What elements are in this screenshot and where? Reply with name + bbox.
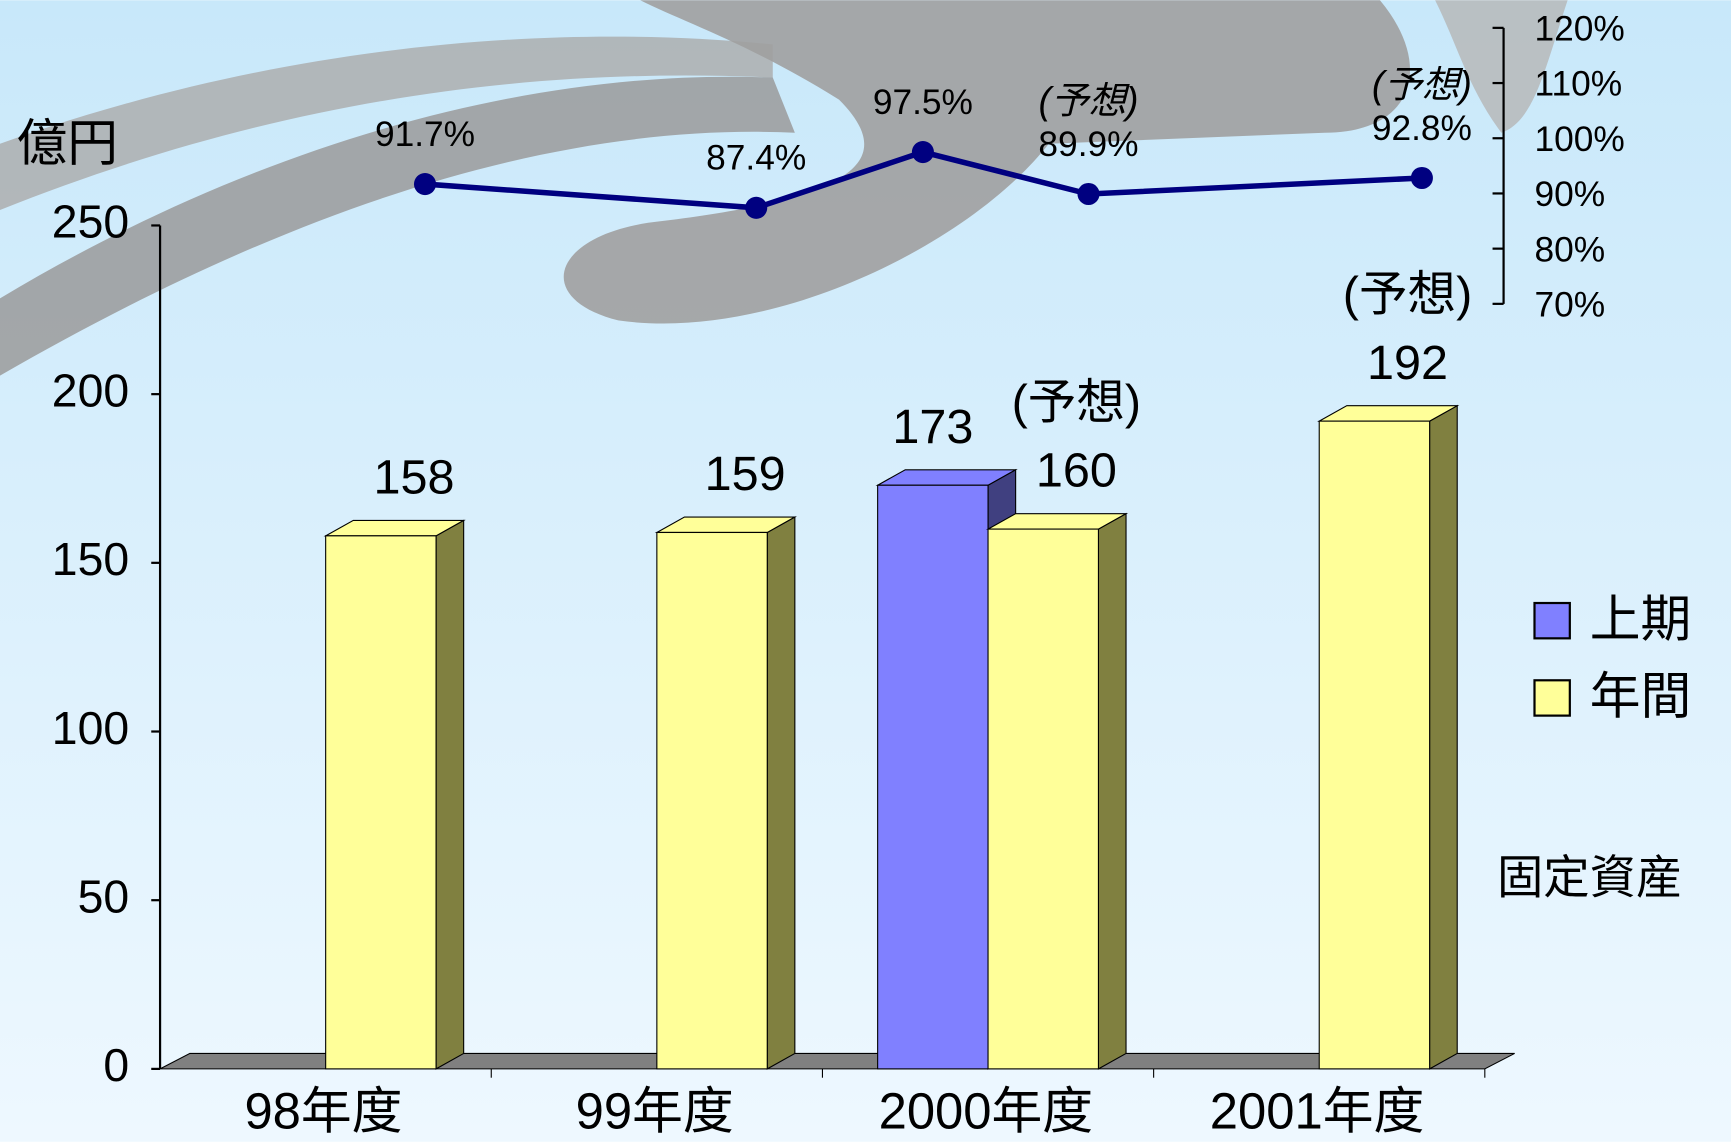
- y2-tick-label: 100%: [1534, 120, 1624, 159]
- bar-value-label: 158: [373, 450, 454, 504]
- x-tick-label: 2001年度: [1210, 1083, 1424, 1140]
- x-tick-label: 99年度: [576, 1083, 734, 1140]
- bar-note: (予想): [1012, 375, 1141, 429]
- bar-side: [1097, 512, 1127, 1070]
- x-tick-label: 2000年度: [879, 1083, 1093, 1140]
- legend-label: 年間: [1590, 668, 1692, 725]
- bar: [656, 531, 768, 1070]
- y-axis-label: 億円: [17, 114, 119, 171]
- y2-tick-label: 90%: [1534, 175, 1605, 214]
- bar-value-label: 159: [705, 447, 786, 501]
- y-tick-label: 150: [52, 533, 129, 585]
- bar: [325, 535, 437, 1070]
- line-value-label: 97.5%: [873, 83, 973, 122]
- y-tick-label: 0: [103, 1039, 129, 1091]
- bar: [1318, 420, 1431, 1070]
- line-value-label: 89.9%: [1038, 125, 1138, 164]
- bar-value-label: 192: [1367, 336, 1448, 390]
- y2-tick-label: 110%: [1534, 65, 1622, 104]
- caption: 固定資産: [1497, 851, 1682, 903]
- y-tick-label: 100: [52, 702, 129, 754]
- legend-swatch: [1533, 679, 1571, 717]
- bar-side: [766, 516, 796, 1070]
- line-note: (予想): [1038, 79, 1138, 121]
- bar-side: [1429, 404, 1458, 1070]
- x-tick-label: 98年度: [244, 1083, 402, 1140]
- bar: [877, 484, 989, 1070]
- line-point: [745, 196, 768, 219]
- line-point: [1410, 166, 1433, 190]
- decoration: [1435, 0, 1568, 133]
- line-note: (予想): [1372, 63, 1472, 105]
- line-value-label: 87.4%: [706, 139, 806, 178]
- line-value-label: 91.7%: [375, 115, 475, 154]
- legend-swatch: [1533, 601, 1571, 640]
- bar-side: [435, 519, 465, 1070]
- bar-value-label: 160: [1036, 444, 1117, 498]
- bar: [987, 528, 1099, 1070]
- line-point: [911, 141, 934, 164]
- line-point: [1077, 182, 1100, 206]
- bar-value-label: 173: [892, 400, 973, 454]
- line-value-label: 92.8%: [1372, 109, 1472, 148]
- y2-tick-label: 120%: [1534, 9, 1624, 48]
- decoration: [0, 36, 773, 211]
- line-point: [413, 173, 437, 196]
- bar-note: (予想): [1343, 267, 1472, 321]
- y-tick-label: 200: [52, 364, 129, 416]
- y2-tick-label: 70%: [1534, 285, 1605, 324]
- y-tick-label: 250: [52, 196, 129, 248]
- legend-label: 上期: [1590, 590, 1692, 647]
- y-tick-label: 50: [78, 870, 130, 922]
- y2-tick-label: 80%: [1534, 230, 1605, 269]
- decoration: [563, 0, 1411, 324]
